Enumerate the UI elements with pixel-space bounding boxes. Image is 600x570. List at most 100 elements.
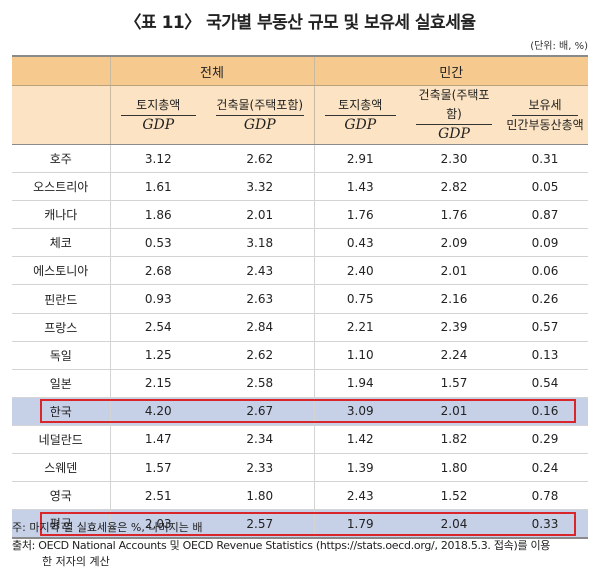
value-cell: 2.43 — [313, 481, 407, 511]
value-cell: 2.84 — [206, 313, 315, 342]
table-row: 한국 4.20 2.67 3.09 2.01 0.16 — [12, 397, 589, 426]
value-cell: 2.67 — [206, 397, 315, 426]
country-cell: 캐나다 — [12, 200, 110, 230]
table-row: 독일 1.25 2.62 1.10 2.24 0.13 — [12, 341, 589, 370]
header-corner — [12, 55, 110, 86]
value-cell: 2.04 — [406, 509, 503, 540]
table-row: 핀란드 0.93 2.63 0.75 2.16 0.26 — [12, 284, 589, 314]
header-denominator: 민간부동산총액 — [506, 117, 584, 132]
header-numerator: 건축물(주택포함) — [416, 86, 493, 125]
table-row: 영국 2.51 1.80 2.43 1.52 0.78 — [12, 481, 589, 511]
value-cell: 2.21 — [313, 313, 407, 342]
value-cell: 3.18 — [206, 228, 315, 258]
value-cell: 0.54 — [502, 369, 589, 398]
value-cell: 1.82 — [406, 425, 503, 455]
footnote: 주: 마지막 열 실효세율은 %, 나머지는 배 — [12, 521, 203, 534]
value-cell: 1.61 — [109, 172, 206, 202]
header-denominator: GDP — [438, 126, 470, 142]
value-cell: 1.43 — [313, 172, 407, 202]
value-cell: 0.78 — [502, 481, 589, 511]
country-cell: 오스트리아 — [12, 172, 110, 202]
value-cell: 0.29 — [502, 425, 589, 455]
real-estate-table: 전체 민간 토지총액 GDP 건축물(주택포함) GDP 토지총액 GDP 건축… — [12, 55, 589, 540]
value-cell: 2.40 — [313, 256, 407, 286]
value-cell: 1.47 — [109, 425, 206, 455]
table-row: 일본 2.15 2.58 1.94 1.57 0.54 — [12, 369, 589, 398]
header-group-total: 전체 — [109, 55, 315, 86]
value-cell: 1.25 — [109, 341, 206, 370]
country-cell: 체코 — [12, 228, 110, 258]
header-group-private: 민간 — [313, 55, 589, 86]
country-cell: 독일 — [12, 341, 110, 370]
value-cell: 2.01 — [206, 200, 315, 230]
value-cell: 2.16 — [406, 284, 503, 314]
table-row: 에스토니아 2.68 2.43 2.40 2.01 0.06 — [12, 256, 589, 286]
value-cell: 0.93 — [109, 284, 206, 314]
header-total-building: 건축물(주택포함) GDP — [206, 85, 315, 145]
value-cell: 0.31 — [502, 144, 589, 174]
value-cell: 2.82 — [406, 172, 503, 202]
table-title: 〈표 11〉 국가별 부동산 규모 및 보유세 실효세율 — [124, 13, 476, 33]
table-row: 프랑스 2.54 2.84 2.21 2.39 0.57 — [12, 313, 589, 342]
country-cell: 한국 — [12, 397, 110, 426]
value-cell: 1.86 — [109, 200, 206, 230]
header-denominator: GDP — [243, 116, 276, 133]
country-cell: 영국 — [12, 481, 110, 511]
header-total-land: 토지총액 GDP — [109, 85, 206, 145]
header-numerator: 토지총액 — [324, 96, 397, 116]
value-cell: 0.57 — [502, 313, 589, 342]
value-cell: 0.43 — [313, 228, 407, 258]
country-cell: 네덜란드 — [12, 425, 110, 455]
value-cell: 1.76 — [313, 200, 407, 230]
value-cell: 0.75 — [313, 284, 407, 314]
value-cell: 0.16 — [502, 397, 589, 426]
value-cell: 2.34 — [206, 425, 315, 455]
header-tax-rate: 보유세 민간부동산총액 — [502, 85, 589, 145]
value-cell: 0.24 — [502, 453, 589, 483]
table-body: 호주 3.12 2.62 2.91 2.30 0.31 오스트리아 1.61 3.32 1.43 2… — [12, 144, 589, 540]
table-row: 캐나다 1.86 2.01 1.76 1.76 0.87 — [12, 200, 589, 230]
value-cell: 1.10 — [313, 341, 407, 370]
value-cell: 2.62 — [206, 341, 315, 370]
country-cell: 호주 — [12, 144, 110, 174]
source-note: 출처: OECD National Accounts 및 OECD Revenu… — [12, 539, 551, 552]
value-cell: 2.01 — [406, 256, 503, 286]
header-denominator: GDP — [142, 116, 175, 133]
value-cell: 1.57 — [406, 369, 503, 398]
value-cell: 0.09 — [502, 228, 589, 258]
value-cell: 2.63 — [206, 284, 315, 314]
value-cell: 2.01 — [406, 397, 503, 426]
value-cell: 4.20 — [109, 397, 206, 426]
header-numerator: 건축물(주택포함) — [216, 96, 304, 116]
value-cell: 1.52 — [406, 481, 503, 511]
unit-label: (단위: 배, %) — [530, 41, 588, 52]
value-cell: 0.06 — [502, 256, 589, 286]
country-cell: 일본 — [12, 369, 110, 398]
header-numerator: 보유세 — [512, 96, 579, 116]
value-cell: 2.54 — [109, 313, 206, 342]
value-cell: 2.91 — [313, 144, 407, 174]
value-cell: 1.57 — [109, 453, 206, 483]
header-denominator: GDP — [344, 116, 377, 133]
country-cell: 핀란드 — [12, 284, 110, 314]
value-cell: 2.24 — [406, 341, 503, 370]
value-cell: 0.13 — [502, 341, 589, 370]
header-corner-lower — [12, 85, 110, 145]
value-cell: 0.53 — [109, 228, 206, 258]
table-row: 체코 0.53 3.18 0.43 2.09 0.09 — [12, 228, 589, 258]
value-cell: 3.32 — [206, 172, 315, 202]
country-cell: 프랑스 — [12, 313, 110, 342]
value-cell: 0.87 — [502, 200, 589, 230]
value-cell: 2.43 — [206, 256, 315, 286]
value-cell: 2.15 — [109, 369, 206, 398]
header-private-building: 건축물(주택포함) GDP — [406, 85, 503, 145]
table-row: 오스트리아 1.61 3.32 1.43 2.82 0.05 — [12, 172, 589, 202]
value-cell: 0.26 — [502, 284, 589, 314]
value-cell: 1.79 — [313, 509, 407, 540]
header-row-groups: 전체 민간 — [12, 55, 589, 86]
country-cell: 스웨덴 — [12, 453, 110, 483]
value-cell: 2.51 — [109, 481, 206, 511]
table-row: 네덜란드 1.47 2.34 1.42 1.82 0.29 — [12, 425, 589, 455]
header-private-land: 토지총액 GDP — [313, 85, 407, 145]
value-cell: 0.33 — [502, 509, 589, 540]
